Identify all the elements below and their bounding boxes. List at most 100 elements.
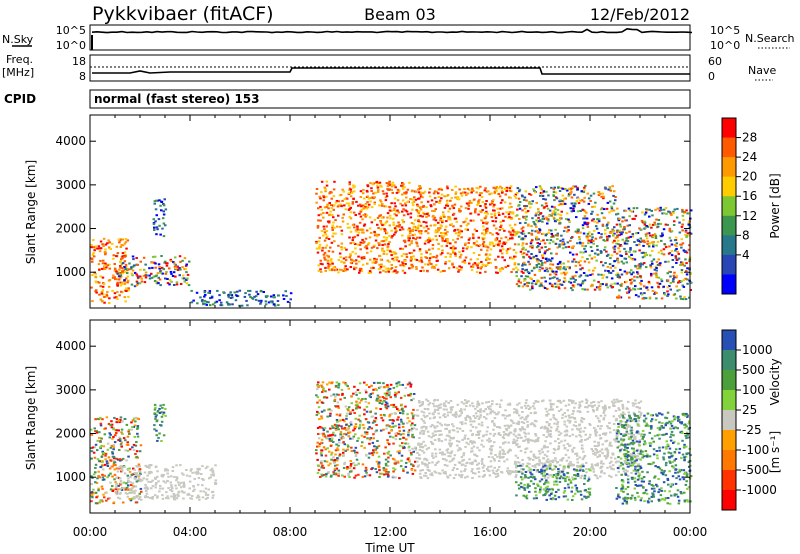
data-cell <box>153 229 156 231</box>
data-cell <box>393 184 396 187</box>
data-cell <box>342 190 345 193</box>
data-cell <box>218 294 221 297</box>
data-cell <box>580 417 584 419</box>
data-cell <box>271 300 274 303</box>
data-cell <box>648 208 651 211</box>
data-cell <box>543 269 547 272</box>
data-cell <box>382 252 386 255</box>
data-cell <box>654 223 657 226</box>
data-cell <box>682 279 686 282</box>
data-cell <box>495 470 498 473</box>
data-cell <box>630 281 633 284</box>
data-cell <box>535 246 539 249</box>
data-cell <box>488 193 491 196</box>
data-cell <box>641 263 644 266</box>
data-cell <box>507 213 511 216</box>
data-cell <box>478 449 481 452</box>
data-cell <box>478 244 482 247</box>
data-cell <box>657 222 660 225</box>
data-cell <box>368 394 371 397</box>
data-cell <box>355 458 359 461</box>
data-cell <box>382 400 385 403</box>
data-cell <box>591 210 594 213</box>
data-cell <box>385 195 389 198</box>
data-cell <box>656 263 660 266</box>
data-cell <box>373 218 377 221</box>
data-cell <box>159 484 162 487</box>
data-cell <box>260 299 263 302</box>
data-cell <box>371 196 374 199</box>
data-cell <box>535 266 539 269</box>
data-cell <box>332 473 336 476</box>
data-cell <box>476 467 479 470</box>
data-cell <box>686 232 690 235</box>
data-cell <box>541 466 544 469</box>
data-cell <box>578 264 582 267</box>
data-cell <box>485 430 489 433</box>
data-cell <box>276 300 280 302</box>
data-cell <box>130 283 134 286</box>
data-cell <box>684 258 687 261</box>
data-cell <box>368 442 371 445</box>
data-cell <box>511 212 514 215</box>
data-cell <box>330 241 334 244</box>
data-cell <box>388 214 392 217</box>
data-cell <box>481 243 485 245</box>
data-cell <box>546 222 549 225</box>
data-cell <box>535 281 539 284</box>
data-cell <box>350 450 354 453</box>
data-cell <box>427 446 430 449</box>
data-cell <box>337 382 341 385</box>
data-cell <box>380 216 384 219</box>
data-cell <box>393 207 396 210</box>
data-cell <box>493 190 497 193</box>
data-cell <box>350 446 353 449</box>
data-cell <box>116 496 120 499</box>
data-cell <box>356 389 360 391</box>
data-cell <box>354 252 357 255</box>
data-cell <box>384 464 388 467</box>
data-cell <box>175 477 179 480</box>
data-cell <box>168 267 171 270</box>
data-cell <box>539 212 543 215</box>
data-cell <box>125 459 128 462</box>
data-cell <box>654 208 657 211</box>
data-cell <box>154 477 157 480</box>
data-cell <box>421 461 424 464</box>
data-cell <box>170 486 173 489</box>
data-cell <box>118 436 121 439</box>
data-cell <box>461 260 464 263</box>
data-cell <box>683 212 686 214</box>
data-cell <box>320 460 323 463</box>
data-cell <box>329 259 333 262</box>
data-cell <box>571 253 575 256</box>
data-cell <box>515 275 518 278</box>
data-cell <box>579 435 583 438</box>
data-cell <box>446 411 450 414</box>
data-cell <box>161 406 164 409</box>
data-cell <box>95 496 98 499</box>
data-cell <box>437 192 440 195</box>
data-cell <box>123 280 126 283</box>
data-cell <box>605 207 609 210</box>
data-cell <box>413 424 417 427</box>
data-cell <box>345 417 348 420</box>
data-cell <box>383 205 386 208</box>
data-cell <box>529 245 532 248</box>
data-cell <box>505 188 508 191</box>
data-cell <box>347 192 351 195</box>
data-cell <box>343 432 346 435</box>
data-cell <box>333 467 337 470</box>
data-cell <box>362 192 365 195</box>
data-cell <box>537 245 540 248</box>
data-cell <box>620 233 623 236</box>
data-cell <box>588 231 591 234</box>
data-cell <box>105 266 108 269</box>
data-cell <box>530 278 533 281</box>
data-cell <box>419 193 422 196</box>
data-cell <box>451 413 455 416</box>
data-cell <box>90 494 94 496</box>
data-cell <box>357 418 360 421</box>
data-cell <box>346 222 350 225</box>
data-cell <box>334 453 337 456</box>
